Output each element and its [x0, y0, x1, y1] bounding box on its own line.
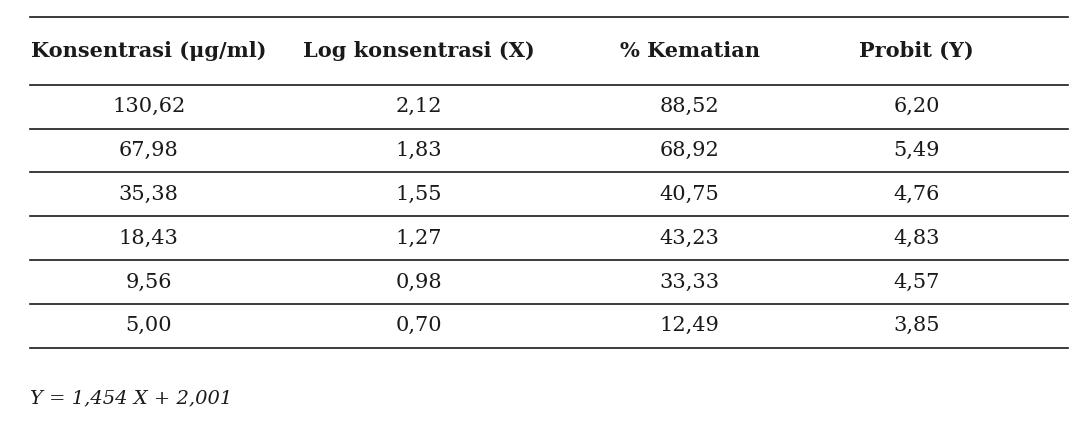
Text: 0,98: 0,98 — [396, 273, 443, 291]
Text: 5,49: 5,49 — [894, 141, 940, 160]
Text: 1,27: 1,27 — [396, 229, 443, 248]
Text: 1,83: 1,83 — [396, 141, 443, 160]
Text: 43,23: 43,23 — [659, 229, 719, 248]
Text: 5,00: 5,00 — [125, 316, 172, 335]
Text: 88,52: 88,52 — [659, 97, 719, 116]
Text: 130,62: 130,62 — [112, 97, 185, 116]
Text: Konsentrasi (μg/ml): Konsentrasi (μg/ml) — [31, 41, 266, 61]
Text: 2,12: 2,12 — [396, 97, 443, 116]
Text: Log konsentrasi (X): Log konsentrasi (X) — [303, 41, 535, 61]
Text: 0,70: 0,70 — [396, 316, 443, 335]
Text: 33,33: 33,33 — [659, 273, 719, 291]
Text: 4,83: 4,83 — [894, 229, 940, 248]
Text: 9,56: 9,56 — [125, 273, 172, 291]
Text: 67,98: 67,98 — [119, 141, 179, 160]
Text: 40,75: 40,75 — [659, 185, 719, 204]
Text: 12,49: 12,49 — [659, 316, 719, 335]
Text: 3,85: 3,85 — [894, 316, 940, 335]
Text: 6,20: 6,20 — [894, 97, 940, 116]
Text: 4,76: 4,76 — [894, 185, 940, 204]
Text: 1,55: 1,55 — [396, 185, 443, 204]
Text: 35,38: 35,38 — [119, 185, 179, 204]
Text: 4,57: 4,57 — [894, 273, 940, 291]
Text: Y = 1,454 X + 2,001: Y = 1,454 X + 2,001 — [29, 390, 232, 407]
Text: 18,43: 18,43 — [119, 229, 179, 248]
Text: % Kematian: % Kematian — [619, 41, 760, 61]
Text: 68,92: 68,92 — [659, 141, 719, 160]
Text: Probit (Y): Probit (Y) — [860, 41, 974, 61]
